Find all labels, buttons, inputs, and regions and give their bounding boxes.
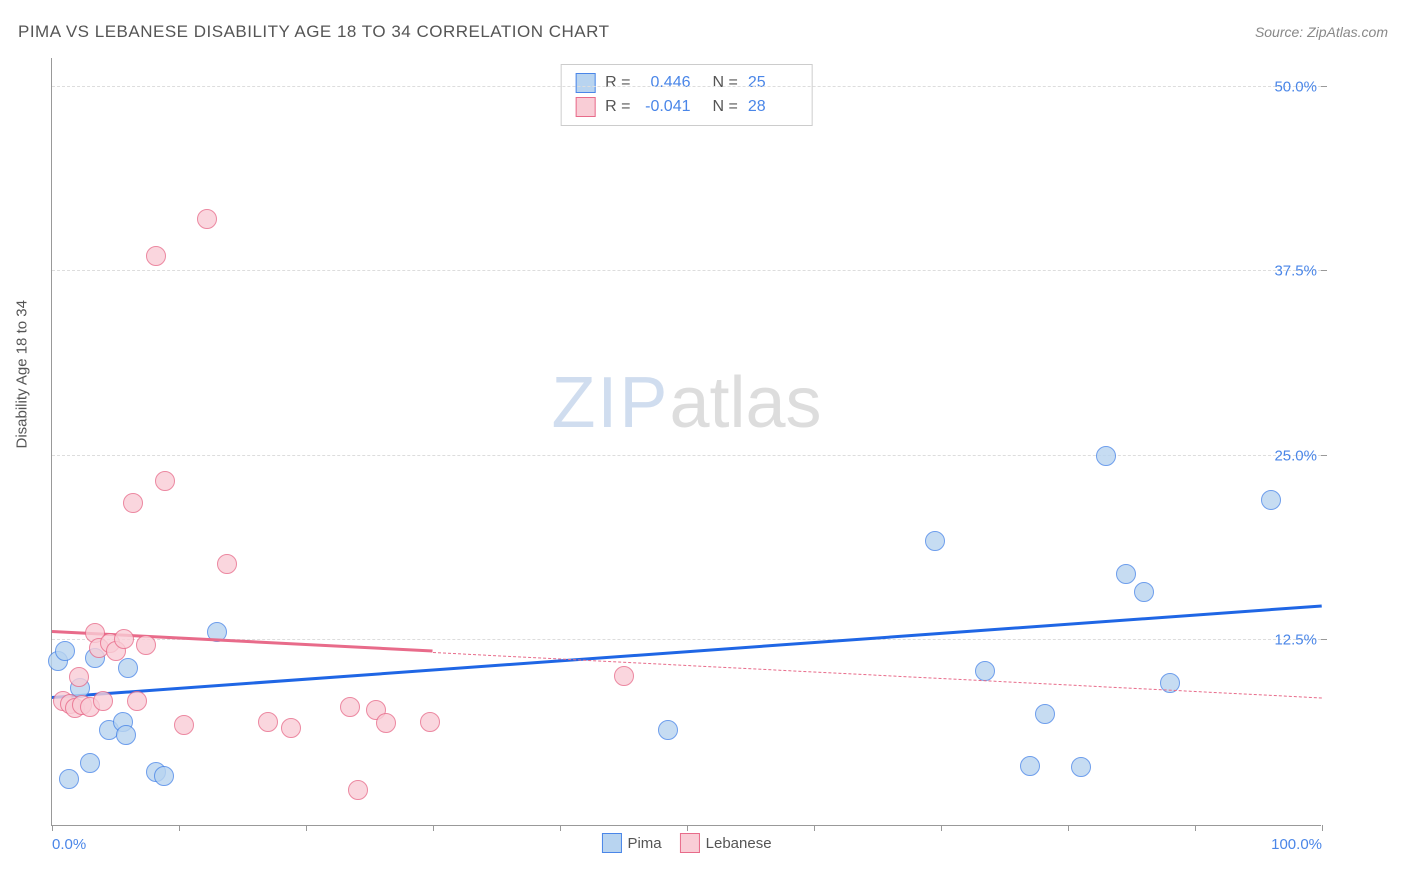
chart-title: PIMA VS LEBANESE DISABILITY AGE 18 TO 34… (18, 22, 609, 42)
data-point (1035, 704, 1055, 724)
y-tick-label: 12.5% (1274, 632, 1321, 649)
x-tick (433, 825, 434, 831)
x-tick (1322, 825, 1323, 831)
y-tick-label: 50.0% (1274, 78, 1321, 95)
data-point (155, 471, 175, 491)
n-label: N = (713, 98, 738, 116)
x-tick (814, 825, 815, 831)
data-point (55, 641, 75, 661)
r-value: 0.446 (641, 74, 691, 92)
data-point (1020, 756, 1040, 776)
legend-item: Lebanese (680, 833, 772, 853)
data-point (1096, 446, 1116, 466)
data-point (197, 209, 217, 229)
x-tick-label: 0.0% (52, 836, 86, 853)
data-point (136, 635, 156, 655)
data-point (1071, 757, 1091, 777)
n-value: 28 (748, 98, 798, 116)
gridline (52, 455, 1321, 456)
x-tick (179, 825, 180, 831)
n-label: N = (713, 74, 738, 92)
data-point (154, 766, 174, 786)
gridline (52, 270, 1321, 271)
legend-label: Pima (627, 835, 661, 852)
legend-label: Lebanese (706, 835, 772, 852)
watermark-atlas: atlas (669, 363, 821, 443)
watermark-zip: ZIP (551, 363, 669, 443)
trend-line (52, 605, 1322, 700)
data-point (146, 246, 166, 266)
legend-swatch (680, 833, 700, 853)
r-value: -0.041 (641, 98, 691, 116)
source-label: Source: ZipAtlas.com (1255, 24, 1388, 40)
x-tick (941, 825, 942, 831)
watermark: ZIPatlas (551, 362, 821, 444)
y-tick-label: 37.5% (1274, 263, 1321, 280)
plot-area: ZIPatlas R =0.446N =25R =-0.041N =28 Pim… (51, 58, 1321, 826)
legend-item: Pima (601, 833, 661, 853)
r-label: R = (605, 74, 630, 92)
data-point (116, 725, 136, 745)
data-point (127, 691, 147, 711)
data-point (376, 713, 396, 733)
legend-correlation: R = 0.446 N = 25 R = -0.041 N = 28 (560, 64, 813, 126)
data-point (281, 718, 301, 738)
legend-swatch (575, 97, 595, 117)
x-tick-label: 100.0% (1271, 836, 1322, 853)
right-tick (1321, 639, 1327, 640)
data-point (93, 691, 113, 711)
y-tick-label: 25.0% (1274, 447, 1321, 464)
data-point (658, 720, 678, 740)
data-point (614, 666, 634, 686)
data-point (420, 712, 440, 732)
legend-swatch (601, 833, 621, 853)
data-point (217, 554, 237, 574)
x-tick (306, 825, 307, 831)
right-tick (1321, 86, 1327, 87)
data-point (118, 658, 138, 678)
r-label: R = (605, 98, 630, 116)
data-point (1134, 582, 1154, 602)
data-point (258, 712, 278, 732)
y-axis-label: Disability Age 18 to 34 (14, 300, 31, 448)
data-point (174, 715, 194, 735)
x-tick (687, 825, 688, 831)
legend-swatch (575, 73, 595, 93)
data-point (123, 493, 143, 513)
right-tick (1321, 455, 1327, 456)
data-point (114, 629, 134, 649)
right-tick (1321, 270, 1327, 271)
data-point (975, 661, 995, 681)
data-point (69, 667, 89, 687)
data-point (1261, 490, 1281, 510)
data-point (59, 769, 79, 789)
x-tick (1195, 825, 1196, 831)
legend-row: R = 0.446 N = 25 (575, 71, 798, 95)
data-point (340, 697, 360, 717)
data-point (80, 753, 100, 773)
data-point (925, 531, 945, 551)
x-tick (52, 825, 53, 831)
trend-line-extrapolated (433, 652, 1322, 698)
data-point (1116, 564, 1136, 584)
data-point (348, 780, 368, 800)
legend-row: R = -0.041 N = 28 (575, 95, 798, 119)
legend-series: Pima Lebanese (601, 833, 771, 853)
n-value: 25 (748, 74, 798, 92)
gridline (52, 86, 1321, 87)
x-tick (1068, 825, 1069, 831)
x-tick (560, 825, 561, 831)
